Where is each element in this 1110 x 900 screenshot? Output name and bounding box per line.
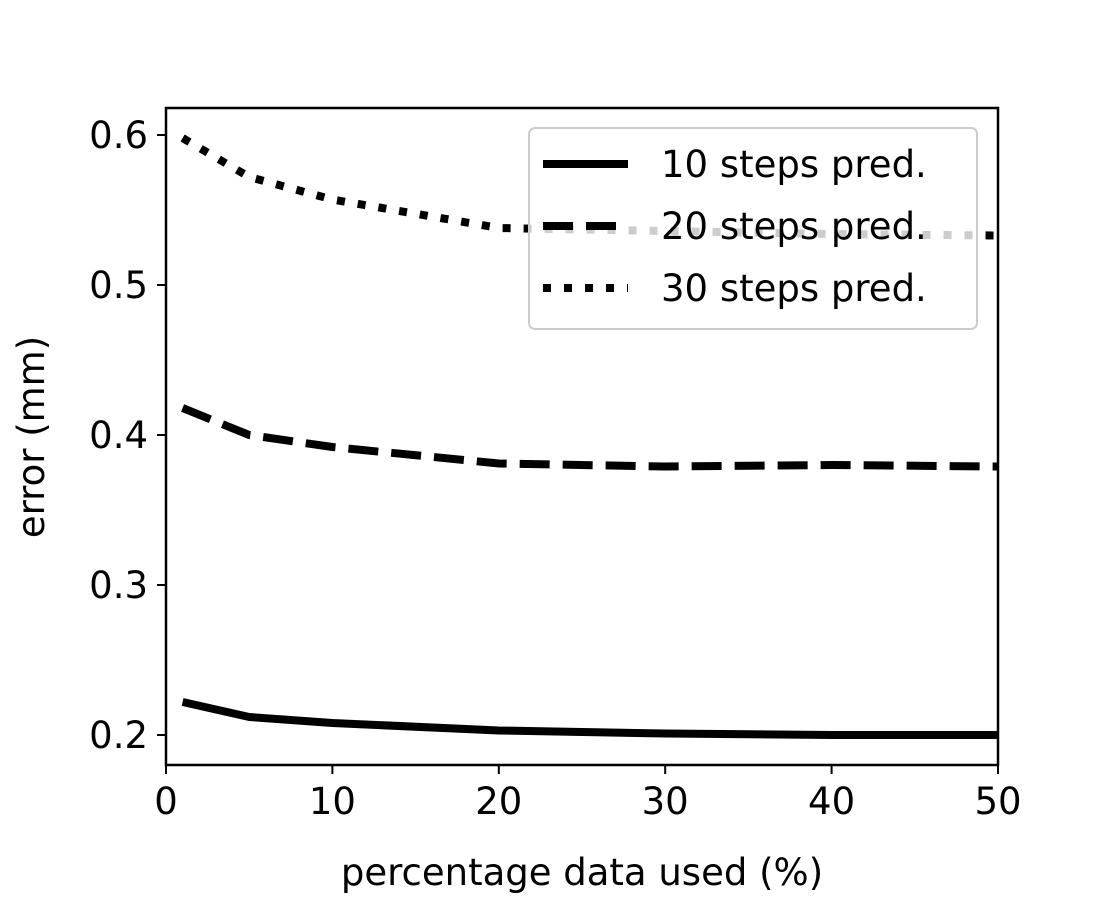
y-axis: 0.2 0.3 0.4 0.5 0.6 [89,114,166,757]
x-tick-label: 20 [475,780,522,823]
y-tick-label: 0.5 [89,264,148,307]
series-layer [180,134,999,739]
legend-label-3: 30 steps pred. [661,267,927,310]
x-axis-label: percentage data used (%) [341,851,823,894]
series-line-2 [181,404,999,471]
y-tick-label: 0.4 [89,414,148,457]
legend-label-2: 20 steps pred. [661,205,927,248]
y-tick-label: 0.2 [89,714,148,757]
legend-entries: 10 steps pred. 20 steps pred. 30 steps pre… [543,143,927,310]
x-axis: 0 10 20 30 40 50 [154,765,1022,823]
y-tick-label: 0.6 [89,114,148,157]
x-tick-label: 0 [154,780,178,823]
legend: 10 steps pred. 20 steps pred. 30 steps pre… [528,127,978,330]
x-tick-label: 50 [974,780,1021,823]
y-axis-label: error (mm) [10,336,53,538]
legend-frame [528,127,978,330]
plot-frame [164,106,1000,767]
x-tick-label: 40 [808,780,855,823]
y-tick-label: 0.3 [89,564,148,607]
x-tick-label: 30 [642,780,689,823]
series-line-1 [181,698,998,739]
x-tick-label: 10 [309,780,356,823]
legend-label-1: 10 steps pred. [661,143,927,186]
